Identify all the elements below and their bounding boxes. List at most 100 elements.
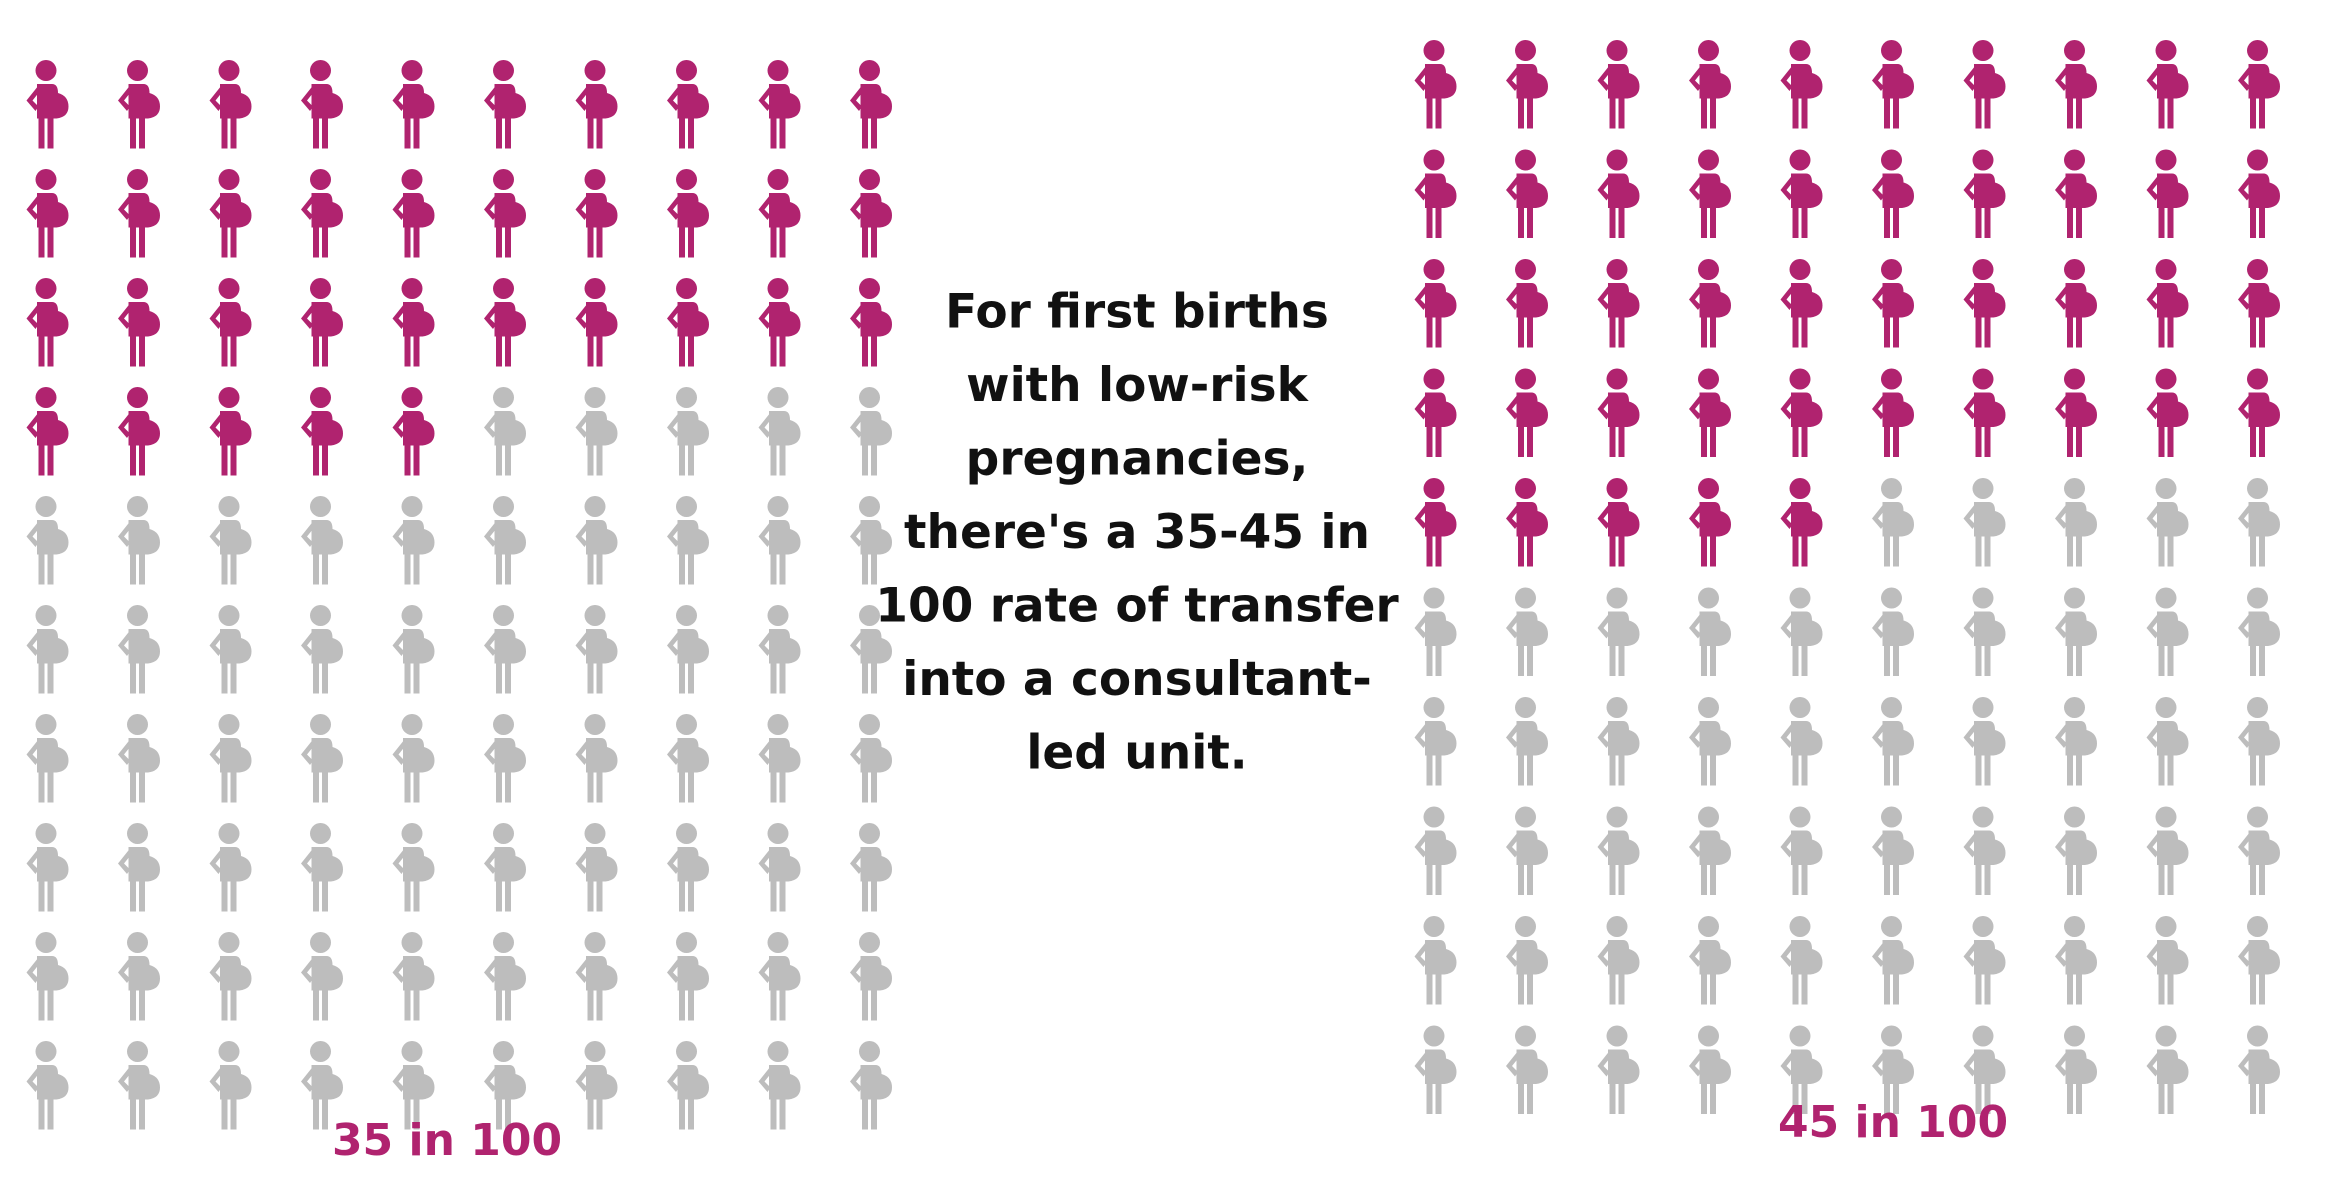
person-icon bbox=[2055, 1025, 2097, 1114]
person-icon bbox=[758, 278, 801, 367]
person-icon bbox=[484, 714, 526, 803]
person-icon bbox=[1506, 368, 1548, 457]
person-icon bbox=[1963, 587, 2006, 676]
person-icon bbox=[850, 278, 892, 367]
person-icon bbox=[209, 278, 252, 367]
person-icon bbox=[2055, 149, 2097, 238]
person-icon bbox=[392, 714, 435, 803]
person-icon bbox=[1414, 259, 1457, 348]
person-icon bbox=[2146, 806, 2189, 895]
person-icon bbox=[850, 823, 892, 912]
person-icon bbox=[1506, 259, 1548, 348]
person-icon bbox=[1597, 1025, 1640, 1114]
person-icon bbox=[1689, 587, 1731, 676]
person-icon bbox=[1597, 587, 1640, 676]
person-icon bbox=[1963, 806, 2006, 895]
person-icon bbox=[1597, 40, 1640, 129]
person-icon bbox=[2055, 478, 2097, 567]
person-icon bbox=[667, 714, 709, 803]
person-icon bbox=[850, 169, 892, 258]
person-icon bbox=[26, 714, 69, 803]
person-icon bbox=[575, 169, 618, 258]
person-icon bbox=[392, 932, 435, 1021]
person-icon bbox=[392, 169, 435, 258]
person-icon bbox=[1780, 149, 1823, 238]
person-icon bbox=[667, 823, 709, 912]
person-icon bbox=[575, 387, 618, 476]
person-icon bbox=[1506, 916, 1548, 1005]
person-icon bbox=[850, 60, 892, 149]
person-icon bbox=[575, 278, 618, 367]
annotation-line: with low-risk bbox=[966, 358, 1309, 413]
person-icon bbox=[2055, 368, 2097, 457]
person-icon bbox=[26, 932, 69, 1021]
person-icon bbox=[1872, 697, 1914, 786]
person-icon bbox=[1963, 149, 2006, 238]
person-icon bbox=[484, 278, 526, 367]
person-icon bbox=[26, 496, 69, 585]
person-icon bbox=[2146, 259, 2189, 348]
person-icon bbox=[1506, 1025, 1548, 1114]
person-icon bbox=[301, 387, 343, 476]
person-icon bbox=[1963, 40, 2006, 129]
person-icon bbox=[118, 932, 160, 1021]
person-icon bbox=[1506, 478, 1548, 567]
person-icon bbox=[2238, 916, 2280, 1005]
person-icon bbox=[667, 496, 709, 585]
person-icon bbox=[2055, 40, 2097, 129]
person-icon bbox=[1414, 368, 1457, 457]
value-label: 35 in 100 bbox=[332, 1115, 562, 1166]
person-icon bbox=[2238, 1025, 2280, 1114]
person-icon bbox=[667, 932, 709, 1021]
person-icon bbox=[1414, 149, 1457, 238]
person-icon bbox=[667, 1041, 709, 1130]
person-icon bbox=[575, 1041, 618, 1130]
person-icon bbox=[2055, 916, 2097, 1005]
person-icon bbox=[2238, 149, 2280, 238]
person-icon bbox=[2055, 587, 2097, 676]
person-icon bbox=[26, 823, 69, 912]
person-icon bbox=[118, 387, 160, 476]
person-icon bbox=[1597, 916, 1640, 1005]
person-icon bbox=[667, 169, 709, 258]
person-icon bbox=[1414, 40, 1457, 129]
person-icon bbox=[1872, 806, 1914, 895]
person-icon bbox=[1963, 697, 2006, 786]
person-icon bbox=[1506, 149, 1548, 238]
person-icon bbox=[2146, 587, 2189, 676]
person-icon bbox=[1689, 368, 1731, 457]
person-icon bbox=[1689, 916, 1731, 1005]
person-icon bbox=[1597, 149, 1640, 238]
person-icon bbox=[758, 932, 801, 1021]
person-icon bbox=[209, 714, 252, 803]
person-icon bbox=[209, 932, 252, 1021]
person-icon bbox=[575, 60, 618, 149]
person-icon bbox=[1597, 697, 1640, 786]
person-icon bbox=[1597, 368, 1640, 457]
person-icon bbox=[1780, 40, 1823, 129]
person-icon bbox=[209, 605, 252, 694]
person-icon bbox=[209, 496, 252, 585]
person-icon bbox=[2146, 149, 2189, 238]
person-icon bbox=[1506, 587, 1548, 676]
person-icon bbox=[392, 496, 435, 585]
person-icon bbox=[575, 714, 618, 803]
person-icon bbox=[1780, 259, 1823, 348]
person-icon bbox=[26, 169, 69, 258]
person-icon bbox=[1780, 587, 1823, 676]
person-icon bbox=[392, 823, 435, 912]
person-icon bbox=[667, 387, 709, 476]
person-icon bbox=[758, 823, 801, 912]
person-icon bbox=[1780, 478, 1823, 567]
person-icon bbox=[1414, 916, 1457, 1005]
person-icon bbox=[1597, 259, 1640, 348]
person-icon bbox=[1689, 478, 1731, 567]
person-icon bbox=[2238, 259, 2280, 348]
person-icon bbox=[758, 1041, 801, 1130]
person-icon bbox=[1963, 368, 2006, 457]
person-icon bbox=[1414, 587, 1457, 676]
person-icon bbox=[118, 605, 160, 694]
person-icon bbox=[392, 387, 435, 476]
person-icon bbox=[26, 387, 69, 476]
